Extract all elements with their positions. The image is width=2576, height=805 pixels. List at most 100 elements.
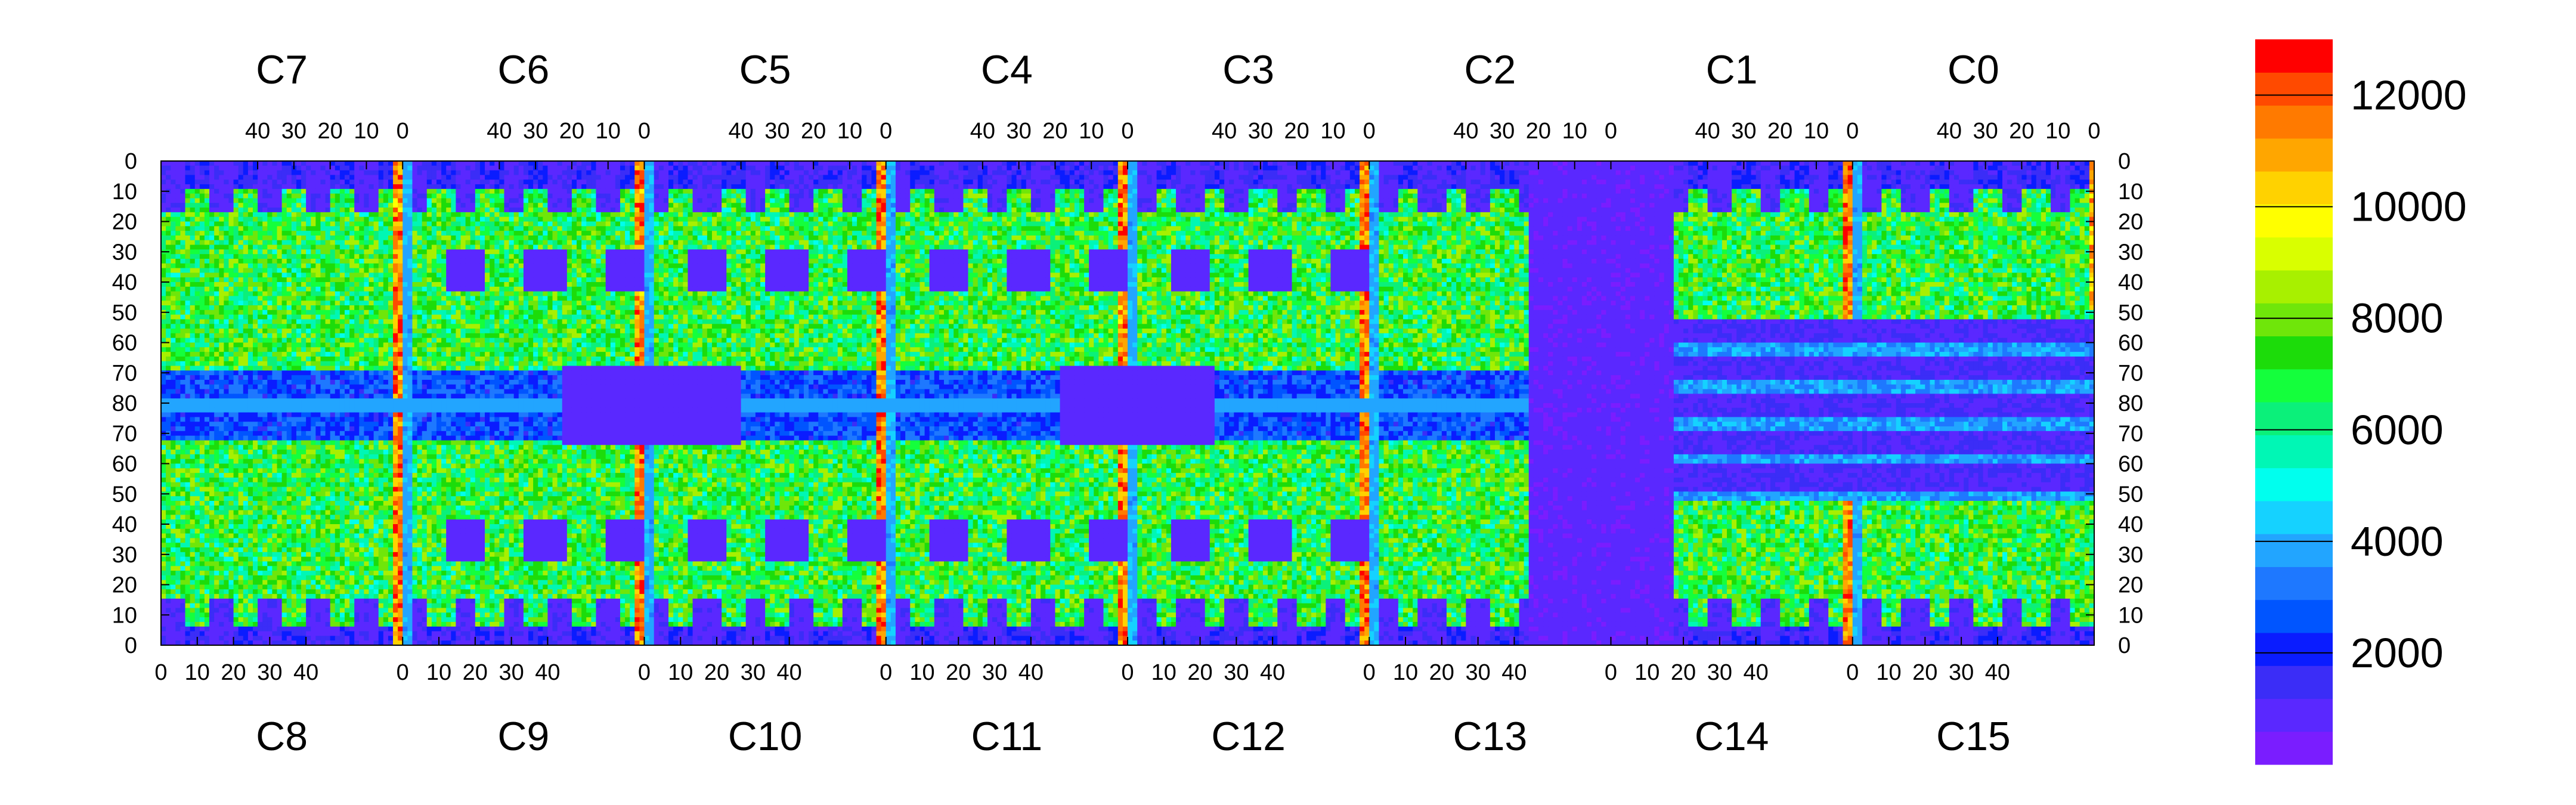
heatmap-cell	[784, 184, 790, 190]
heatmap-cell	[1296, 208, 1302, 213]
heatmap-cell	[973, 184, 979, 190]
heatmap-cell	[1601, 198, 1606, 203]
heatmap-cell	[1335, 212, 1341, 218]
heatmap-cell	[209, 203, 215, 208]
heatmap-cell	[426, 212, 432, 218]
heatmap-cell	[625, 165, 630, 171]
heatmap-cell	[992, 175, 998, 180]
heatmap-cell	[644, 161, 650, 166]
heatmap-cell	[1190, 208, 1196, 213]
heatmap-cell	[1900, 193, 1906, 199]
heatmap-cell	[1490, 175, 1496, 180]
heatmap-cell	[557, 212, 563, 218]
heatmap-cell	[1128, 203, 1133, 208]
heatmap-cell	[934, 161, 940, 166]
heatmap-cell	[1268, 161, 1273, 166]
heatmap-cell	[1630, 184, 1636, 190]
heatmap-cell	[1185, 179, 1191, 185]
heatmap-cell	[247, 184, 253, 190]
heatmap-cell	[919, 203, 925, 208]
heatmap-cell	[736, 212, 742, 218]
heatmap-cell	[383, 203, 389, 208]
heatmap-cell	[1930, 175, 1936, 180]
heatmap-cell	[296, 198, 302, 203]
heatmap-cell	[1417, 170, 1423, 176]
heatmap-cell	[1765, 175, 1771, 180]
heatmap-cell	[1311, 198, 1317, 203]
heatmap-cell	[2031, 179, 2037, 185]
heatmap-cell	[1678, 179, 1684, 185]
heatmap-cell	[185, 212, 191, 218]
heatmap-cell	[934, 175, 940, 180]
heatmap-cell	[1833, 188, 1839, 194]
heatmap-cell	[813, 179, 819, 185]
heatmap-cell	[1316, 203, 1321, 208]
heatmap-cell	[1050, 165, 1056, 171]
heatmap-cell	[1524, 184, 1530, 190]
heatmap-cell	[876, 179, 882, 185]
heatmap-cell	[2007, 170, 2012, 176]
heatmap-cell	[1326, 188, 1332, 194]
heatmap-cell	[1316, 212, 1321, 218]
heatmap-cell	[1354, 165, 1360, 171]
heatmap-cell	[881, 208, 887, 213]
heatmap-cell	[939, 175, 945, 180]
heatmap-cell	[1896, 212, 1902, 218]
heatmap-cell	[490, 198, 495, 203]
heatmap-cell	[281, 198, 287, 203]
heatmap-cell	[1949, 179, 1955, 185]
heatmap-cell	[354, 203, 360, 208]
heatmap-cell	[2075, 170, 2080, 176]
heatmap-cell	[1306, 184, 1312, 190]
heatmap-cell	[513, 188, 519, 194]
heatmap-cell	[1030, 179, 1036, 185]
heatmap-cell	[697, 184, 703, 190]
heatmap-cell	[1379, 161, 1385, 166]
heatmap-cell	[1707, 188, 1713, 194]
heatmap-cell	[1857, 198, 1863, 203]
heatmap-cell	[755, 208, 761, 213]
heatmap-cell	[1441, 208, 1447, 213]
heatmap-cell	[1959, 161, 1964, 166]
heatmap-cell	[378, 212, 384, 218]
heatmap-cell	[1828, 193, 1834, 199]
heatmap-cell	[1475, 198, 1481, 203]
heatmap-cell	[1611, 208, 1617, 213]
heatmap-cell	[1514, 198, 1520, 203]
heatmap-cell	[1369, 198, 1374, 203]
heatmap-cell	[518, 175, 524, 180]
heatmap-cell	[1060, 184, 1066, 190]
heatmap-cell	[803, 165, 809, 171]
heatmap-cell	[1611, 170, 1617, 176]
heatmap-cell	[658, 198, 664, 203]
heatmap-cell	[417, 216, 423, 222]
heatmap-cell	[1330, 184, 1336, 190]
heatmap-cell	[233, 216, 239, 222]
heatmap-cell	[596, 212, 602, 218]
heatmap-cell	[832, 212, 838, 218]
heatmap-cell	[1209, 188, 1215, 194]
heatmap-cell	[1925, 170, 1931, 176]
heatmap-cell	[770, 165, 775, 171]
heatmap-cell	[1282, 212, 1288, 218]
heatmap-cell	[1287, 161, 1293, 166]
heatmap-cell	[1103, 165, 1109, 171]
heatmap-cell	[1645, 165, 1650, 171]
heatmap-cell	[1586, 193, 1592, 199]
heatmap-cell	[1262, 184, 1268, 190]
heatmap-cell	[426, 203, 432, 208]
heatmap-cell	[1064, 208, 1070, 213]
heatmap-cell	[441, 170, 447, 176]
heatmap-cell	[1693, 161, 1698, 166]
heatmap-cell	[857, 179, 862, 185]
heatmap-cell	[1519, 188, 1525, 194]
heatmap-cell	[828, 175, 834, 180]
heatmap-cell	[562, 170, 568, 176]
heatmap-cell	[1166, 165, 1172, 171]
heatmap-cell	[1079, 208, 1085, 213]
heatmap-cell	[1296, 161, 1302, 166]
heatmap-cell	[828, 165, 834, 171]
heatmap-cell	[330, 203, 336, 208]
heatmap-cell	[369, 161, 374, 166]
heatmap-cell	[910, 212, 915, 218]
